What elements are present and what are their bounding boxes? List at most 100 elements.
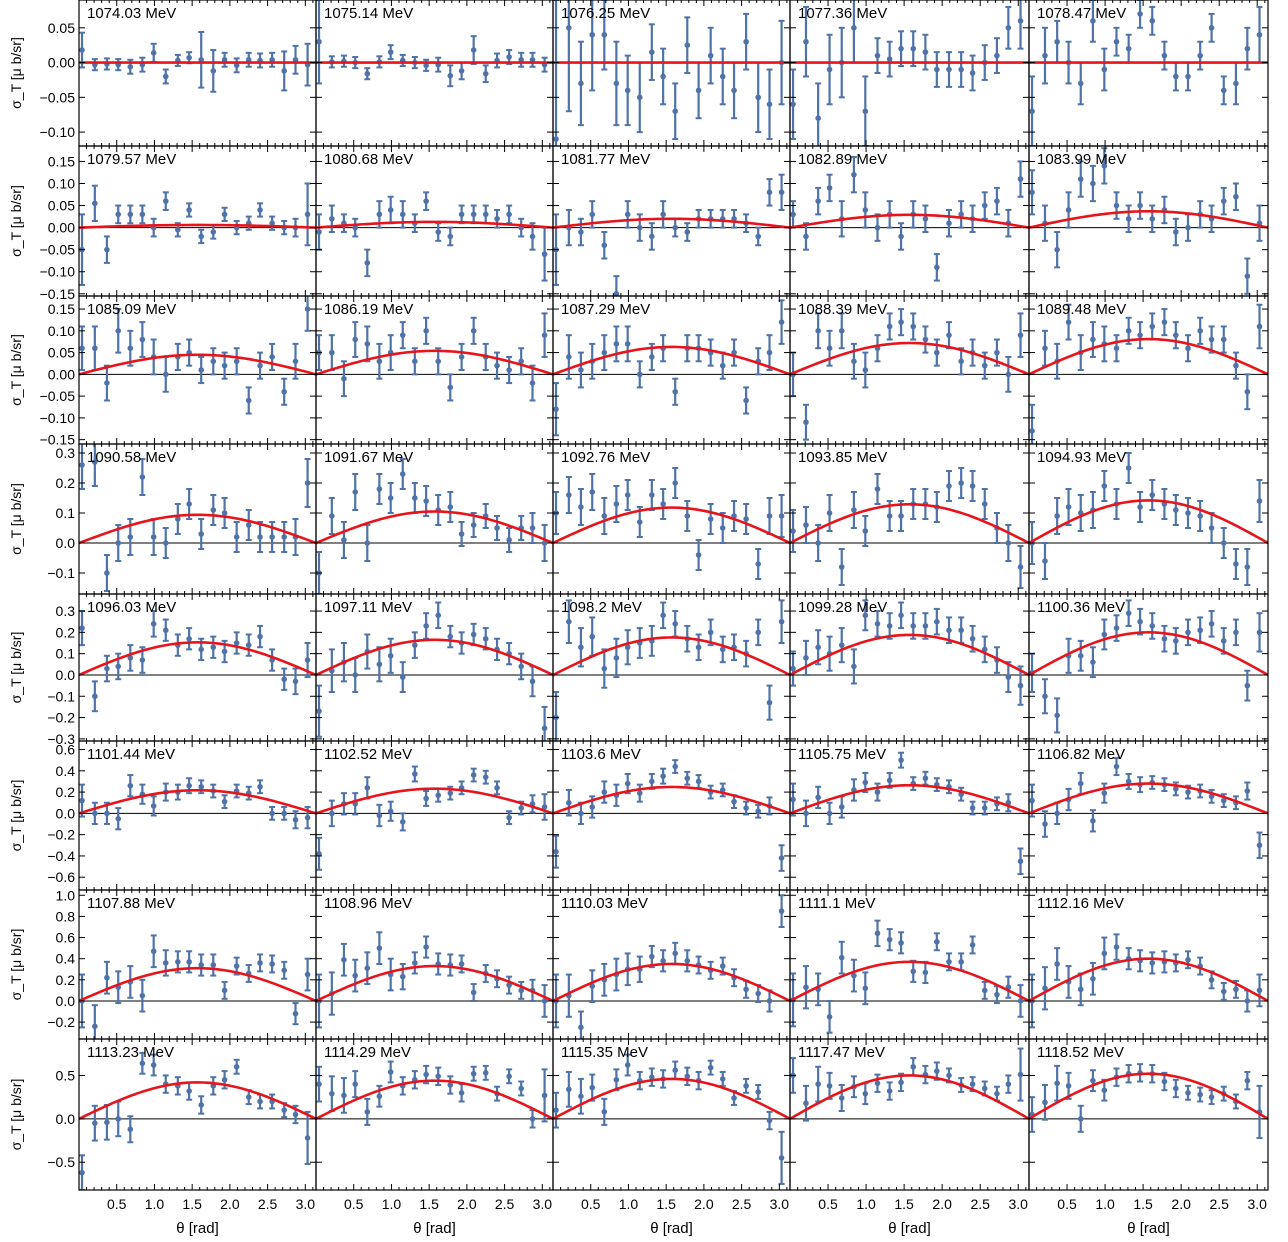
data-marker [376,812,383,819]
data-point [1161,195,1168,225]
data-marker [269,220,275,227]
panel-plot-area [1029,599,1268,734]
panel-12: 1086.19 MeV [315,295,554,445]
data-series [553,1053,785,1185]
data-point [898,751,905,769]
data-point [648,479,655,511]
data-marker [79,1169,85,1176]
data-marker [257,633,263,640]
data-point [529,51,536,68]
data-marker [494,362,500,369]
data-point [958,786,965,802]
data-point [304,957,311,992]
data-marker [1220,540,1227,546]
data-point [387,44,394,61]
data-point [601,497,608,535]
x-axis-label: θ [rad] [413,1220,456,1237]
data-point [766,989,773,1013]
data-marker [541,725,548,732]
data-marker [672,224,679,231]
data-marker [624,211,631,218]
data-point [910,959,917,983]
data-point [150,610,157,638]
data-marker [790,665,796,672]
data-marker [304,814,311,821]
data-marker [851,171,857,178]
data-marker [719,963,726,969]
data-point [1054,697,1061,734]
data-marker [352,972,359,979]
data-marker [695,644,702,651]
data-point [1161,624,1168,653]
data-point [411,631,418,659]
y-tick-label: 0.2 [56,784,76,800]
x-tick-label: 1.0 [619,1196,639,1212]
data-marker [198,1102,205,1108]
data-marker [910,323,917,330]
data-point [755,984,762,1004]
panel-frame [315,1038,554,1191]
data-point [945,51,952,88]
data-marker [221,987,228,994]
data-point [1161,950,1168,974]
panel-energy-label: 1081.77 MeV [561,151,650,168]
data-point [790,782,797,817]
data-point [1077,160,1084,198]
data-marker [1042,1099,1048,1106]
data-marker [719,1076,726,1082]
panel-plot-area [316,0,553,88]
data-point [731,338,738,367]
data-marker [1113,625,1120,631]
data-marker [1256,842,1263,849]
x-tick-label: 2.0 [220,1196,240,1212]
data-marker [589,31,596,38]
data-point [862,351,869,389]
axes-layer: 0.050.00−0.05−0.10σ_T [μ b/sr]0.150.100.… [8,20,1267,1237]
data-marker [743,38,749,45]
fit-curve [79,1081,316,1121]
y-tick-label: 0.05 [48,198,75,214]
data-point [186,627,193,651]
panel-energy-label: 1090.58 MeV [87,449,176,466]
data-point [518,1080,525,1097]
panel-energy-label: 1097.11 MeV [324,599,412,616]
panel-11: 1085.09 MeV [78,295,317,445]
data-point [886,40,893,78]
data-marker [1233,362,1239,369]
data-point [482,503,489,529]
y-axis-row-3: 0.150.100.050.00−0.05−0.10−0.15σ_T [μ b/… [8,301,75,448]
data-marker [898,513,904,519]
data-point [815,312,822,350]
panel-40: 1118.52 MeV [1028,1038,1269,1191]
panel-plot-area [1029,147,1268,295]
data-marker [79,345,85,352]
data-marker [364,1109,371,1115]
data-marker [470,47,477,53]
data-marker [624,780,631,787]
data-marker [969,1081,976,1087]
data-marker [115,1116,122,1122]
data-point [1161,308,1168,337]
data-point [577,801,584,826]
data-point [1113,933,1120,961]
data-point [910,312,917,341]
panel-plot-area [79,296,316,415]
x-tick-label: 3.0 [296,1196,316,1212]
data-series [790,919,1024,1034]
data-point [898,308,905,337]
data-point [1125,316,1132,345]
data-marker [412,960,418,966]
data-marker [1173,73,1179,80]
data-marker [127,63,134,70]
data-series [553,173,785,296]
data-point [281,960,288,980]
data-point [969,470,976,502]
data-marker [482,635,489,642]
data-marker [127,211,134,218]
panel-32: 1108.96 MeV [315,889,554,1040]
y-tick-label: 0.0 [56,667,76,683]
data-point [435,494,442,526]
data-point [376,342,383,380]
data-marker [613,80,620,87]
